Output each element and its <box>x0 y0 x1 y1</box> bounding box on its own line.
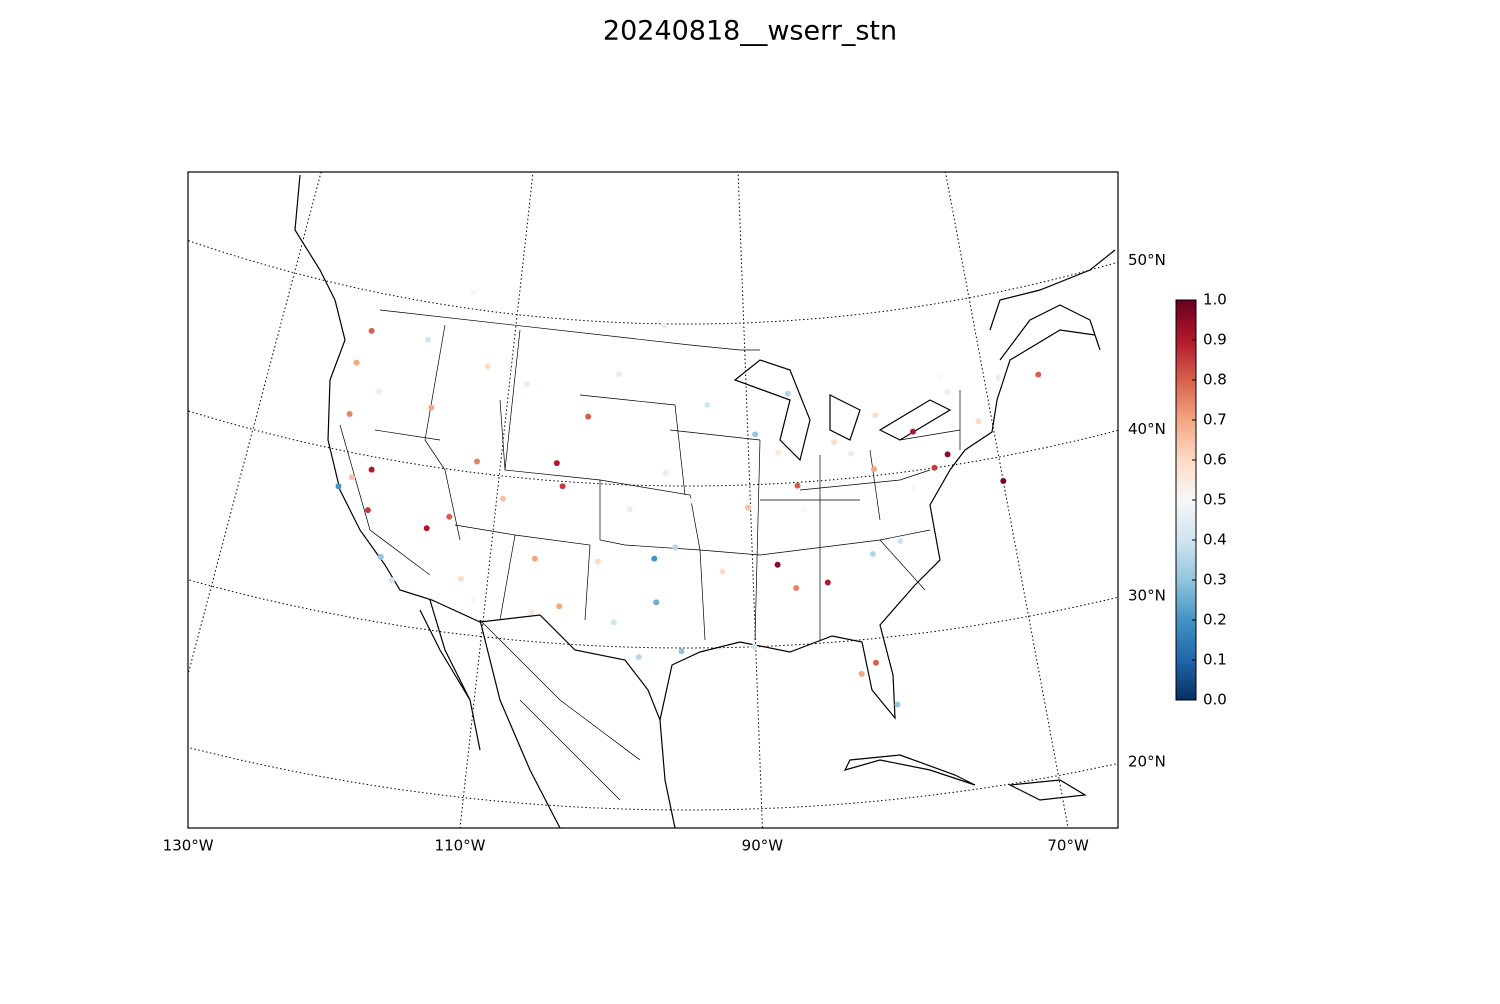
colorbar-label: 0.0 <box>1203 691 1227 709</box>
station-point <box>662 469 669 476</box>
station-point <box>388 577 395 584</box>
station-point <box>470 289 477 296</box>
station-point <box>484 363 491 370</box>
station-point <box>524 381 531 388</box>
station-point <box>745 504 751 511</box>
station-point <box>897 538 904 545</box>
station-point <box>869 551 876 557</box>
station-point <box>1035 371 1042 378</box>
map-frame <box>187 171 1119 829</box>
station-point <box>752 431 759 438</box>
station-point <box>848 450 855 457</box>
station-point <box>873 659 879 666</box>
station-point <box>784 390 791 397</box>
station-point <box>689 497 696 504</box>
station-point <box>635 654 642 661</box>
colorbar-label: 0.7 <box>1203 411 1227 429</box>
lon-label: 90°W <box>742 837 784 855</box>
station-point <box>871 466 877 473</box>
lon-label: 70°W <box>1047 837 1089 855</box>
station-point <box>424 336 431 343</box>
station-point <box>774 561 781 568</box>
station-point <box>353 359 360 366</box>
lon-label: 110°W <box>435 837 486 855</box>
station-point <box>931 464 938 471</box>
station-point <box>775 449 782 456</box>
meridian <box>188 172 322 677</box>
state-borders <box>339 309 961 801</box>
station-point <box>661 322 668 329</box>
station-point <box>872 412 879 419</box>
station-point <box>428 404 435 411</box>
station-point <box>672 544 679 551</box>
lat-label: 30°N <box>1128 587 1166 605</box>
colorbar-label: 0.9 <box>1203 331 1227 349</box>
station-point <box>349 474 355 481</box>
lat-label: 20°N <box>1128 753 1166 771</box>
colorbar-label: 0.2 <box>1203 611 1227 629</box>
station-point <box>995 374 1002 381</box>
parallel <box>188 410 1118 487</box>
station-point <box>559 483 566 490</box>
station-point <box>794 482 801 489</box>
station-point <box>975 418 982 425</box>
station-point <box>1000 478 1007 484</box>
lat-label: 40°N <box>1128 420 1166 438</box>
station-point <box>910 428 916 435</box>
colorbar-label: 0.4 <box>1203 531 1227 549</box>
station-point <box>651 555 658 562</box>
station-point <box>368 327 375 334</box>
parallel <box>188 746 1118 811</box>
station-point <box>500 495 506 502</box>
station-point <box>944 389 951 395</box>
coastlines <box>294 174 1116 828</box>
lon-label: 130°W <box>163 837 214 855</box>
station-point <box>626 506 633 513</box>
station-point <box>474 458 480 465</box>
colorbar-label: 0.8 <box>1203 371 1227 389</box>
station-point <box>894 701 901 708</box>
station-point <box>704 401 711 408</box>
colorbar-label: 1.0 <box>1203 291 1227 309</box>
station-point <box>858 670 865 677</box>
station-point <box>610 619 617 626</box>
station-point <box>346 411 353 417</box>
station-point <box>594 558 601 565</box>
station-point <box>375 388 382 395</box>
station-point <box>911 485 918 492</box>
station-point <box>531 555 538 562</box>
station-point <box>751 643 758 650</box>
station-point <box>377 553 384 560</box>
station-point <box>801 506 808 513</box>
station-point <box>616 371 622 378</box>
chart-title: 20240818__wserr_stn <box>603 16 897 47</box>
station-point <box>678 648 685 655</box>
parallel <box>188 239 1118 325</box>
station-point <box>423 525 430 532</box>
station-point <box>556 603 563 610</box>
lat-label: 50°N <box>1128 251 1166 269</box>
station-point <box>335 483 342 490</box>
station-point <box>831 439 837 446</box>
colorbar-label: 0.6 <box>1203 451 1227 469</box>
station-point <box>457 575 464 582</box>
station-point <box>553 460 560 467</box>
colorbar-label: 0.5 <box>1203 491 1227 509</box>
stations <box>335 289 1042 708</box>
station-point <box>944 451 951 458</box>
station-point <box>470 596 477 603</box>
station-point <box>368 466 375 473</box>
station-point <box>585 413 592 420</box>
colorbar-label: 0.3 <box>1203 571 1227 589</box>
station-point <box>824 579 831 586</box>
station-point <box>653 599 660 606</box>
station-point <box>937 373 944 380</box>
station-point <box>793 585 800 591</box>
station-point <box>719 568 726 575</box>
station-point <box>528 609 535 616</box>
colorbar-label: 0.1 <box>1203 651 1227 669</box>
station-point <box>364 507 371 514</box>
station-point <box>446 513 453 520</box>
